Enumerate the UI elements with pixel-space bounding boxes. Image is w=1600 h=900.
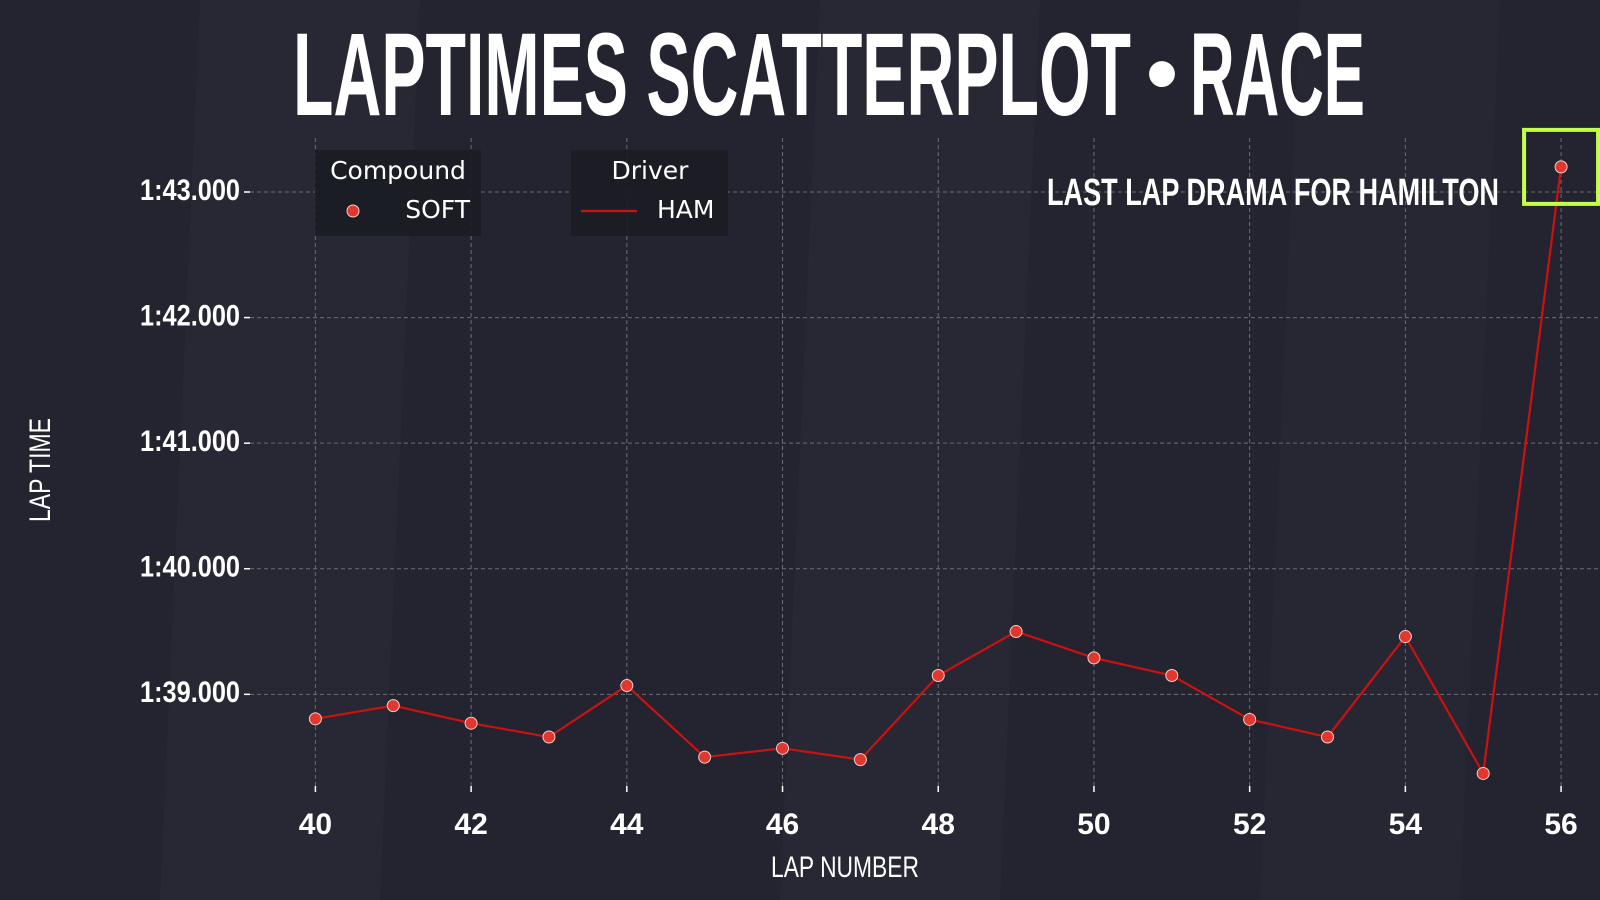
y-axis-label: LAP TIME: [24, 418, 57, 522]
x-axis-label: LAP NUMBER: [771, 851, 919, 884]
data-point: [698, 750, 712, 764]
legend-label: SOFT: [405, 195, 470, 224]
data-point: [853, 753, 867, 767]
x-tick-label: 52: [1233, 808, 1266, 841]
x-tick-label: 44: [610, 808, 644, 841]
chart-subtitle: RACE: [1190, 9, 1365, 141]
data-point: [1165, 668, 1179, 682]
y-tick-label: 1:39.000: [140, 676, 240, 709]
data-point: [776, 741, 790, 755]
x-tick-label: 46: [766, 808, 799, 841]
highlight-box: [1522, 127, 1600, 206]
chart-title: LAPTIMES SCATTERPLOT: [293, 9, 1131, 141]
title-separator: •: [1146, 24, 1178, 124]
background-stripe: [1260, 0, 1500, 900]
y-tick-label: 1:41.000: [140, 425, 240, 458]
legend-title: Driver: [612, 156, 690, 185]
data-point: [386, 699, 400, 713]
data-point: [464, 716, 478, 730]
x-tick-label: 48: [922, 808, 955, 841]
data-point: [1554, 160, 1568, 174]
data-point: [1087, 651, 1101, 665]
data-point: [620, 679, 634, 693]
legend-marker: [346, 204, 360, 218]
legend-label: HAM: [657, 195, 714, 224]
legend-box: [571, 150, 728, 236]
x-tick-label: 42: [454, 808, 487, 841]
data-point: [542, 730, 556, 744]
data-point: [1243, 712, 1257, 726]
x-tick-label: 56: [1544, 808, 1577, 841]
annotation: LAST LAP DRAMA FOR HAMILTON: [1047, 172, 1499, 214]
data-point: [308, 712, 322, 726]
data-point: [1321, 730, 1335, 744]
y-tick-label: 1:42.000: [140, 300, 240, 333]
x-tick-label: 54: [1389, 808, 1423, 841]
data-point: [1009, 625, 1023, 639]
data-point: [1398, 630, 1412, 644]
y-tick-label: 1:43.000: [140, 174, 240, 207]
background-stripe: [780, 0, 1040, 900]
legend-box: [315, 150, 481, 236]
x-tick-label: 50: [1077, 808, 1110, 841]
data-point: [931, 668, 945, 682]
legend-title: Compound: [330, 156, 466, 185]
data-point: [1476, 766, 1490, 780]
x-tick-label: 40: [299, 808, 332, 841]
y-tick-label: 1:40.000: [140, 551, 240, 584]
